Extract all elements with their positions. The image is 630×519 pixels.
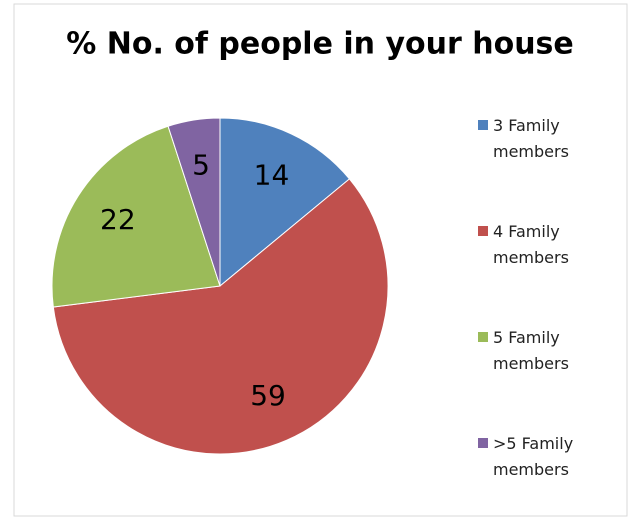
- legend-label: >5 Family members: [493, 434, 574, 479]
- legend-label: 3 Family members: [493, 116, 569, 161]
- data-label: 22: [100, 203, 136, 236]
- data-label: 14: [254, 159, 290, 192]
- pie-slice: [52, 178, 389, 455]
- legend-swatch: [478, 120, 488, 130]
- legend-label: 4 Family members: [493, 222, 569, 267]
- legend-swatch: [478, 438, 488, 448]
- chart-title: % No. of people in your house: [66, 27, 574, 62]
- pie-slice: [51, 125, 221, 308]
- legend-label: 5 Family members: [493, 328, 569, 373]
- legend-swatch: [478, 226, 488, 236]
- data-label: 59: [250, 379, 286, 412]
- data-label: 5: [192, 149, 210, 182]
- legend-swatch: [478, 332, 488, 342]
- pie-slice: [167, 117, 221, 287]
- pie-slice: [219, 117, 351, 288]
